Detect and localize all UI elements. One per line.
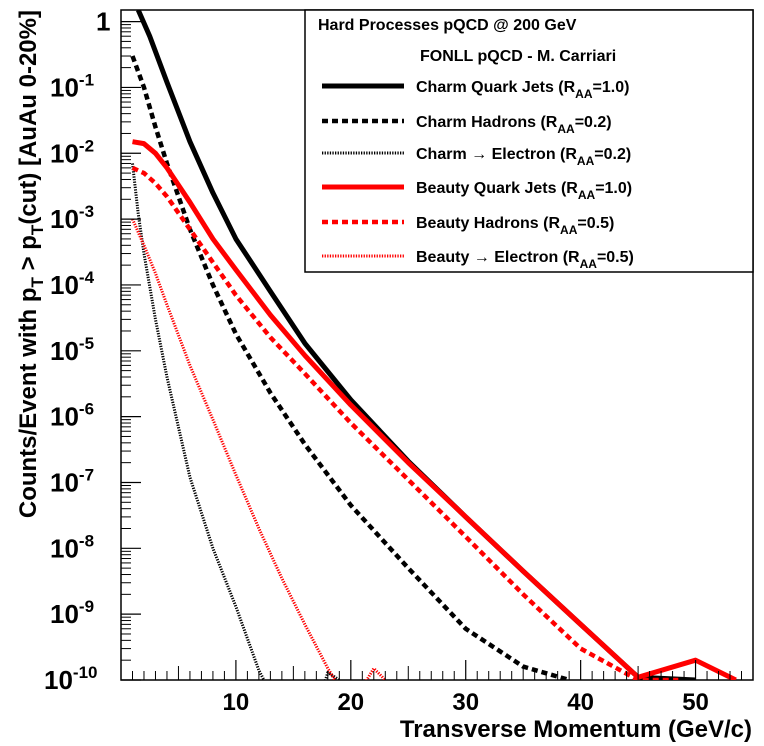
legend: Hard Processes pQCD @ 200 GeV FONLL pQCD…	[304, 9, 754, 273]
y-tick-label: 10-9	[50, 597, 94, 629]
y-tick-label: 10-1	[50, 70, 94, 102]
series-line-2	[130, 55, 570, 680]
y-axis-label-part: Counts/Event with p	[15, 287, 42, 518]
x-tick-label: 20	[337, 689, 364, 716]
y-axis-label-sub: T	[28, 224, 47, 235]
legend-header-credit: FONLL pQCD - M. Carriari	[420, 48, 616, 65]
y-axis-label: Counts/Event with pT > pT(cut) [AuAu 0-2…	[15, 10, 47, 518]
series-line-4	[132, 139, 737, 680]
x-tick-label: 50	[682, 689, 709, 716]
y-tick-label: 10-2	[50, 136, 94, 168]
y-tick-label: 10-10	[44, 663, 98, 695]
y-tick-label: 10-5	[50, 334, 94, 366]
legend-entry-1: Charm Quark Jets (RAA=1.0)	[416, 79, 629, 101]
y-tick-label: 10-3	[50, 202, 94, 234]
legend-entry-5: Beauty Hadrons (RAA=0.5)	[416, 215, 614, 237]
legend-entry-2: Charm Hadrons (RAA=0.2)	[416, 114, 612, 136]
y-axis-label-part: > p	[15, 235, 42, 277]
x-tick-label: 40	[567, 689, 594, 716]
y-axis-label-sub: T	[28, 276, 47, 287]
x-tick-label: 30	[452, 689, 479, 716]
x-axis-label: Transverse Momentum (GeV/c)	[400, 716, 752, 743]
series-layer	[130, 10, 737, 680]
series-line-5	[131, 165, 679, 680]
legend-entry-4: Beauty Quark Jets (RAA=1.0)	[416, 180, 632, 202]
y-tick-label: 10-4	[50, 268, 95, 300]
y-tick-label: 1	[96, 7, 110, 37]
axis-ticks: 10 20 30 40 50 1 10-1 10-2 10-3 10-4 10-5 10-6 10-7 1…	[44, 7, 743, 716]
legend-entry-6: Beauty → Electron (RAA=0.5)	[416, 249, 634, 271]
y-tick-label: 10-8	[50, 531, 94, 563]
series-line-6	[131, 218, 387, 680]
y-axis-label-part: (cut) [AuAu 0-20%]	[15, 10, 42, 225]
legend-box	[304, 9, 754, 273]
y-tick-label: 10-7	[50, 465, 94, 497]
legend-header-title: Hard Processes pQCD @ 200 GeV	[318, 17, 577, 34]
y-tick-label: 10-6	[50, 400, 94, 432]
x-tick-label: 10	[223, 689, 250, 716]
legend-entry-3: Charm → Electron (RAA=0.2)	[416, 146, 631, 168]
